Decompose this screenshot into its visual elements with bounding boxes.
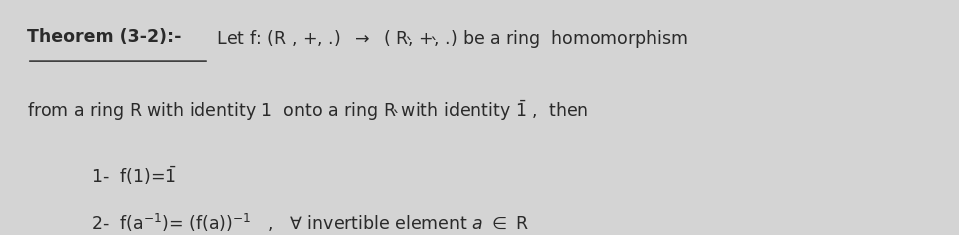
- Text: 1-  f(1)=$\bar{1}$: 1- f(1)=$\bar{1}$: [91, 164, 176, 187]
- Text: 2-  f(a$^{-1}$)= (f(a))$^{-1}$   ,   $\forall$ invertible element $a$ $\in$ R: 2- f(a$^{-1}$)= (f(a))$^{-1}$ , $\forall…: [91, 212, 529, 234]
- Text: Let f: (R , +, .)  $\rightarrow$  ( R$\grave{}$, +$\grave{}$, .) be a ring  homo: Let f: (R , +, .) $\rightarrow$ ( R$\gra…: [211, 28, 688, 50]
- Text: from a ring R with identity 1  onto a ring R$\grave{}$ with identity $\bar{1}$ ,: from a ring R with identity 1 onto a rin…: [27, 99, 588, 123]
- Text: Theorem (3-2):-: Theorem (3-2):-: [27, 28, 181, 46]
